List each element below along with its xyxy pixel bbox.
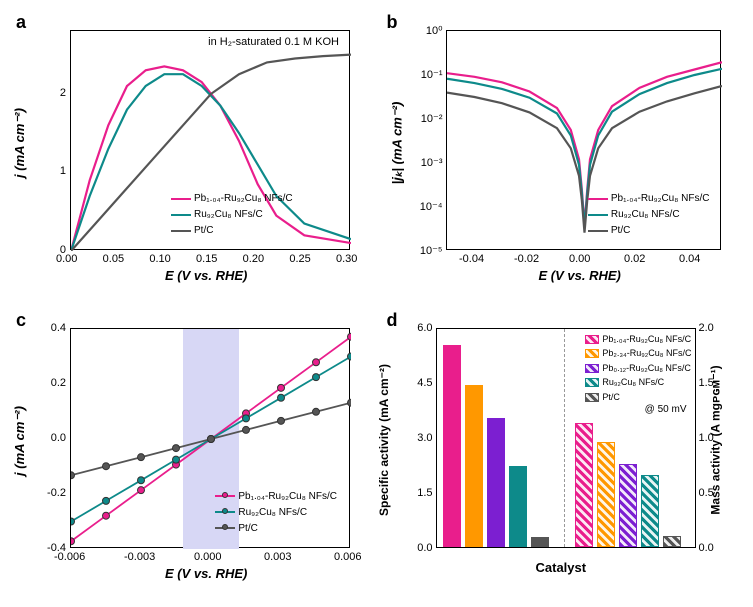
xlabel-b: E (V vs. RHE) [539,268,621,283]
legend-label: Pt/C [611,223,630,238]
ylabel-d-left: Specific activity (mA cm⁻²) [376,364,390,516]
bar-specific-ru92 [509,466,527,547]
xlabel-c: E (V vs. RHE) [165,566,247,581]
ylabel-c: j (mA cm⁻²) [12,406,28,476]
panel-label-d: d [387,310,398,331]
bar-mass-ptc [663,536,681,547]
legend-d: Pb₁.₀₄-Ru₉₂Cu₈ NFs/CPb₂.₃₄-Ru₉₂Cu₈ NFs/C… [585,332,691,406]
bar-specific-pb104 [443,345,461,547]
legend-label: Pb₂.₃₄-Ru₉₂Cu₈ NFs/C [602,347,691,361]
bar-specific-pb012 [487,418,505,546]
legend-label: Ru₉₂Cu₈ NFs/C [602,376,664,390]
legend-b: Pb₁.₀₄-Ru₉₂Cu₈ NFs/CRu₉₂Cu₈ NFs/CPt/C [588,190,710,239]
legend-label: Ru₉₂Cu₈ NFs/C [194,207,263,222]
legend-label: Pt/C [602,391,620,405]
legend-label: Pb₁.₀₄-Ru₉₂Cu₈ NFs/C [602,333,691,347]
plot-c: Pb₁.₀₄-Ru₉₂Cu₈ NFs/CRu₉₂Cu₈ NFs/CPt/C [70,328,350,548]
note-d: @ 50 mV [645,404,687,415]
bar-specific-pb234 [465,385,483,546]
panel-a: a in H₂-saturated 0.1 M KOH Pb₁.₀₄-Ru₉₂C… [10,10,373,300]
ylabel-b: |jₖ| (mA cm⁻²) [389,102,405,185]
legend-label: Ru₉₂Cu₈ NFs/C [238,505,307,520]
xlabel-a: E (V vs. RHE) [165,268,247,283]
bar-mass-pb104 [575,423,593,546]
legend-c: Pb₁.₀₄-Ru₉₂Cu₈ NFs/CRu₉₂Cu₈ NFs/CPt/C [215,488,337,537]
legend-label: Pt/C [238,521,257,536]
bar-mass-pb012 [619,464,637,547]
panel-c: c Pb₁.₀₄-Ru₉₂Cu₈ NFs/CRu₉₂Cu₈ NFs/CPt/C … [10,308,373,598]
note-a: in H₂-saturated 0.1 M KOH [208,36,339,48]
panel-label-c: c [16,310,26,331]
ylabel-a: j (mA cm⁻²) [12,108,28,178]
xlabel-d: Catalyst [536,560,587,575]
plot-b: Pb₁.₀₄-Ru₉₂Cu₈ NFs/CRu₉₂Cu₈ NFs/CPt/C [446,30,721,250]
panel-b: b Pb₁.₀₄-Ru₉₂Cu₈ NFs/CRu₉₂Cu₈ NFs/CPt/C … [381,10,744,300]
legend-label: Pb₁.₀₄-Ru₉₂Cu₈ NFs/C [238,489,337,504]
panel-d: d Pb₁.₀₄-Ru₉₂Cu₈ NFs/CPb₂.₃₄-Ru₉₂Cu₈ NFs… [381,308,744,598]
bar-mass-pb234 [597,442,615,547]
legend-a: Pb₁.₀₄-Ru₉₂Cu₈ NFs/CRu₉₂Cu₈ NFs/CPt/C [171,190,293,239]
panel-label-a: a [16,12,26,33]
legend-label: Pb₁.₀₄-Ru₉₂Cu₈ NFs/C [194,191,293,206]
bar-mass-ru92 [641,475,659,547]
legend-label: Ru₉₂Cu₈ NFs/C [611,207,680,222]
plot-d: Pb₁.₀₄-Ru₉₂Cu₈ NFs/CPb₂.₃₄-Ru₉₂Cu₈ NFs/C… [436,328,696,548]
legend-label: Pb₁.₀₄-Ru₉₂Cu₈ NFs/C [611,191,710,206]
panel-label-b: b [387,12,398,33]
plot-a: in H₂-saturated 0.1 M KOH Pb₁.₀₄-Ru₉₂Cu₈… [70,30,350,250]
legend-label: Pb₀.₁₂-Ru₉₂Cu₈ NFs/C [602,362,691,376]
legend-label: Pt/C [194,223,213,238]
bar-specific-ptc [531,537,549,546]
